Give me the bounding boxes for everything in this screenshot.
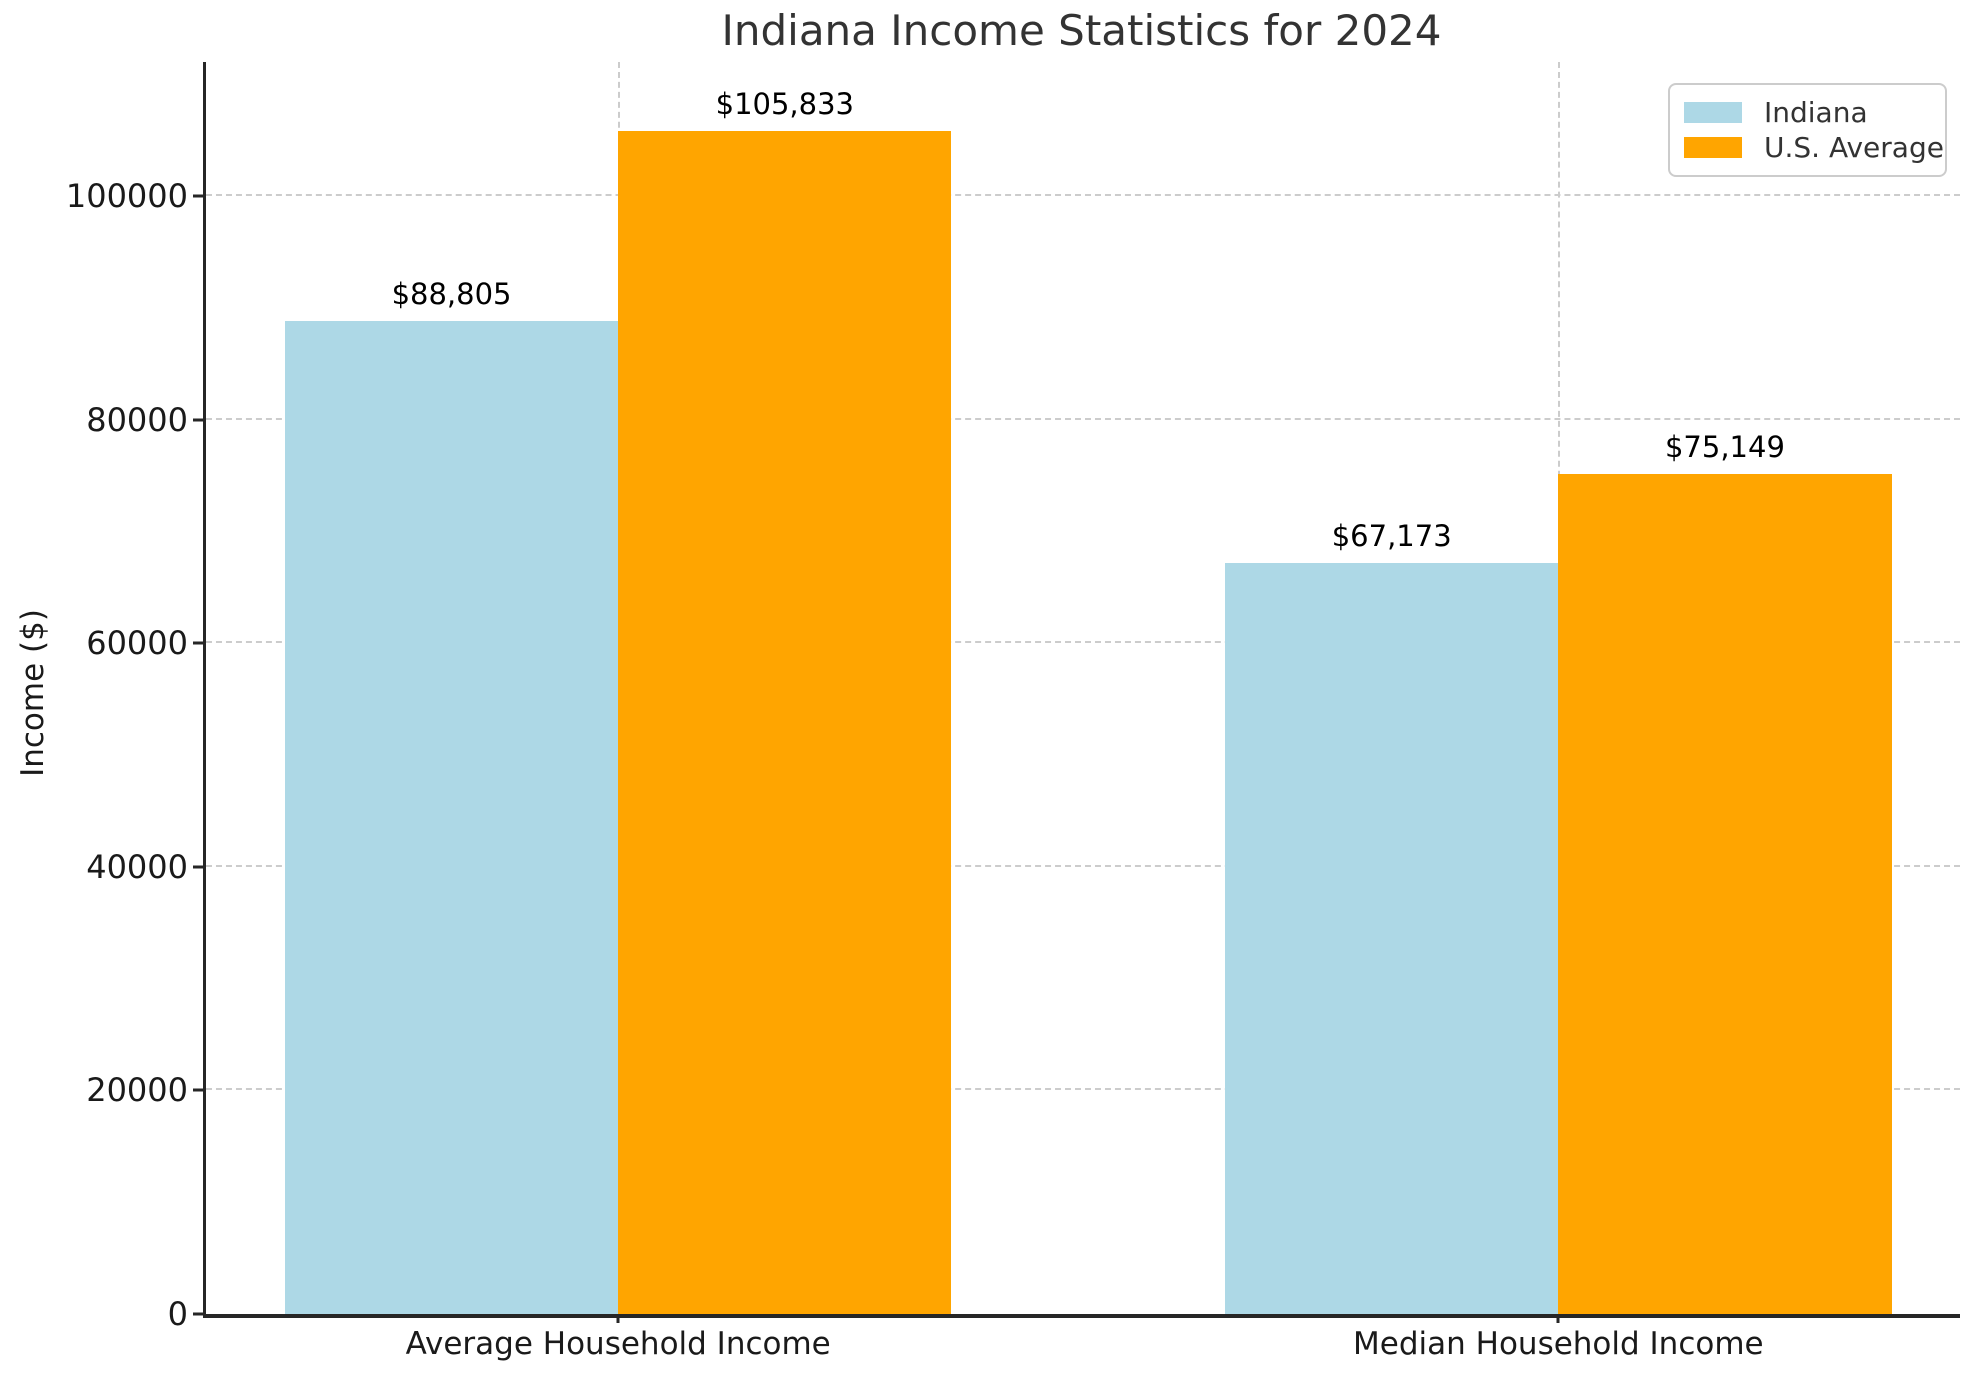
hgridline-20000 (206, 1088, 1960, 1091)
legend-entry-us-average: U.S. Average (1684, 131, 1944, 164)
x-tick-mark-average-household-income (616, 1314, 620, 1323)
y-tick-mark-20000 (193, 1088, 203, 1092)
bar-value-label-indiana-median-household-income: $67,173 (1331, 519, 1452, 554)
y-tick-mark-100000 (193, 194, 203, 198)
y-tick-mark-0 (193, 1312, 203, 1316)
bar-u-s-average-average-household-income (618, 130, 952, 1314)
legend-label-us-average: U.S. Average (1764, 131, 1944, 164)
hgridline-60000 (206, 641, 1960, 644)
bar-value-label-indiana-average-household-income: $88,805 (391, 277, 512, 312)
hgridline-80000 (206, 417, 1960, 420)
legend-swatch-us-average (1684, 137, 1742, 158)
legend: Indiana U.S. Average (1668, 83, 1947, 177)
legend-label-indiana: Indiana (1764, 96, 1868, 129)
legend-entry-indiana: Indiana (1684, 96, 1931, 129)
y-tick-label-80000: 80000 (86, 400, 188, 439)
x-tick-mark-median-household-income (1556, 1314, 1560, 1323)
y-tick-mark-40000 (193, 865, 203, 869)
legend-swatch-indiana (1684, 102, 1742, 123)
hgridline-40000 (206, 864, 1960, 867)
bar-u-s-average-median-household-income (1558, 473, 1892, 1314)
y-tick-mark-60000 (193, 641, 203, 645)
y-tick-label-0: 0 (167, 1295, 188, 1333)
chart-title: Indiana Income Statistics for 2024 (721, 6, 1442, 55)
bar-indiana-average-household-income (284, 321, 619, 1314)
plot-area: Indiana U.S. Average 0 20000 40000 60000 800… (66, 62, 1960, 1362)
y-tick-label-60000: 60000 (86, 624, 188, 663)
bar-value-label-u-s-average-average-household-income: $105,833 (715, 86, 854, 121)
bar-indiana-median-household-income (1225, 563, 1559, 1314)
y-tick-label-100000: 100000 (65, 177, 188, 216)
y-axis-label: Income ($) (15, 609, 51, 777)
x-tick-label-median-household-income: Median Household Income (1353, 1326, 1764, 1362)
bar-value-label-u-s-average-median-household-income: $75,149 (1664, 429, 1785, 464)
y-tick-label-40000: 40000 (86, 847, 188, 886)
x-tick-label-average-household-income: Average Household Income (405, 1326, 831, 1362)
y-tick-mark-80000 (193, 418, 203, 422)
hgridline-100000 (206, 194, 1960, 197)
y-tick-label-20000: 20000 (86, 1071, 188, 1110)
